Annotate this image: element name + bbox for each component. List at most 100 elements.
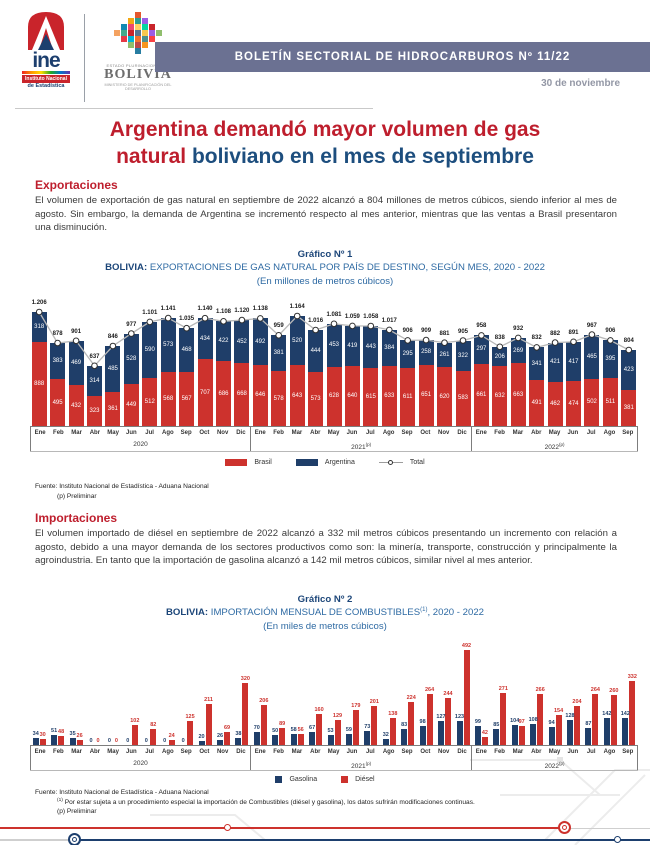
chart1-legend: Brasil Argentina Total (0, 459, 650, 466)
footer-blue-line (80, 838, 650, 841)
label-diesel: 138 (388, 711, 398, 718)
label-diesel: 154 (554, 708, 564, 715)
title-line2-red: natural (116, 145, 187, 169)
label-gasolina: 73 (364, 723, 371, 730)
bar-brasil: 361 (105, 391, 121, 426)
bar-diesel (352, 710, 359, 745)
wiphala-stripe-icon (22, 71, 70, 74)
axis-year-label: 2021(p) (351, 761, 372, 771)
axis-month-label: Oct (420, 430, 431, 436)
heading-importaciones: Importaciones (35, 511, 118, 525)
bar-gasolina (32, 738, 39, 745)
bar-gasolina (345, 733, 352, 745)
bar-gasolina (161, 744, 168, 745)
axis-year-group: Ene Feb Mar Abr May Jun Jul Ago Sep Oct Nov Dic 2020 (30, 746, 252, 770)
label-diesel: 271 (498, 685, 508, 692)
bar-gasolina (272, 735, 279, 745)
total-label: 1.140 (197, 306, 213, 313)
bar-argentina: 381 (271, 335, 287, 372)
axis-year-label: 2021(p) (351, 442, 372, 452)
bar-argentina: 573 (160, 318, 176, 373)
label-diesel: 264 (590, 687, 600, 693)
chart2-titles: Gráfico Nº 2 BOLIVIA: IMPORTACIÓN MENSUA… (0, 593, 650, 633)
footer-red-node-icon (224, 824, 231, 831)
bar-gasolina (419, 726, 426, 745)
axis-month-label: Sep (180, 749, 192, 755)
total-label: 832 (531, 335, 542, 342)
label-gasolina: 70 (253, 724, 260, 731)
bar-diesel (445, 697, 451, 745)
bar-gasolina (124, 744, 131, 745)
axis-month-label: Jun (346, 749, 358, 755)
bar-brasil: 643 (289, 365, 305, 426)
total-label: 1.101 (142, 309, 158, 316)
label-gasolina: 51 (51, 728, 58, 735)
label-diesel: 244 (443, 690, 453, 697)
total-label: 1.016 (308, 318, 324, 324)
bar-diesel (629, 680, 636, 745)
chart2-legend: Gasolina Diésel (0, 776, 650, 783)
bar-argentina: 422 (216, 321, 231, 362)
bar-brasil: 474 (566, 381, 581, 426)
total-label: 804 (623, 338, 634, 344)
label-diesel: 42 (481, 729, 488, 736)
label-gasolina: 83 (401, 722, 408, 728)
axis-year-group: Ene Feb Mar Abr May Jun Jul Ago Sep Oct Nov Dic 2021… (251, 427, 473, 452)
axis-month-label: Abr (531, 749, 542, 755)
bar-diesel (168, 740, 175, 745)
bar-brasil: 663 (510, 363, 526, 426)
bar-gasolina (88, 744, 94, 745)
bar-gasolina (585, 728, 592, 745)
bar-gasolina (622, 717, 629, 745)
bar-gasolina (438, 720, 444, 745)
label-gasolina: 87 (585, 721, 592, 728)
label-gasolina: 20 (198, 734, 205, 741)
total-label: 1.035 (179, 316, 195, 323)
bar-gasolina (382, 738, 389, 745)
label-diesel: 206 (259, 698, 269, 705)
bar-argentina: 269 (510, 337, 526, 364)
axis-month-label: Oct (420, 749, 431, 755)
bar-diesel (481, 736, 488, 745)
bar-diesel (260, 705, 267, 745)
chart2-title: Gráfico Nº 2 (297, 594, 353, 605)
bar-argentina: 206 (492, 346, 508, 367)
bolivia-mosaic-icon (114, 12, 162, 54)
bar-gasolina (603, 717, 610, 745)
bar-brasil: 491 (529, 379, 545, 426)
bar-gasolina (327, 734, 334, 745)
axis-year-group: Ene Feb Mar Abr May Jun Jul Ago Sep 2022(p) (472, 427, 638, 451)
bar-gasolina (567, 720, 573, 745)
bar-argentina: 465 (584, 334, 600, 379)
axis-month-label: Abr (89, 430, 101, 436)
axis-month-label: Mar (512, 430, 524, 436)
legend-label-argentina: Argentina (324, 459, 355, 466)
bar-argentina: 443 (363, 326, 379, 368)
bar-gasolina (143, 744, 150, 745)
label-gasolina: 0 (126, 738, 130, 744)
bar-gasolina (106, 744, 113, 745)
bar-brasil: 432 (68, 385, 84, 426)
total-label: 846 (107, 334, 118, 340)
axis-month-label: May (327, 430, 340, 436)
label-diesel: 179 (351, 703, 361, 710)
chart1-subtitle: BOLIVIA: EXPORTACIONES DE GAS NATURAL PO… (105, 262, 545, 274)
label-gasolina: 26 (216, 733, 224, 739)
axis-month-label: Jun (567, 749, 579, 755)
label-gasolina: 99 (474, 718, 481, 725)
axis-month-label: Sep (622, 749, 634, 755)
total-label: 838 (494, 334, 505, 341)
bar-gasolina (290, 733, 297, 745)
bar-brasil: 633 (381, 366, 397, 426)
bar-gasolina (180, 744, 187, 745)
bar-gasolina (51, 735, 58, 745)
bar-argentina: 341 (529, 347, 545, 380)
axis-month-label: Dic (457, 749, 467, 755)
chart1-source: Fuente: Instituto Nacional de Estadístic… (35, 482, 620, 501)
bar-diesel (592, 694, 599, 745)
axis-month-label: Jul (586, 430, 596, 436)
bar-argentina: 314 (87, 365, 102, 396)
label-gasolina: 123 (454, 714, 465, 721)
legend-label-brasil: Brasil (254, 459, 272, 466)
